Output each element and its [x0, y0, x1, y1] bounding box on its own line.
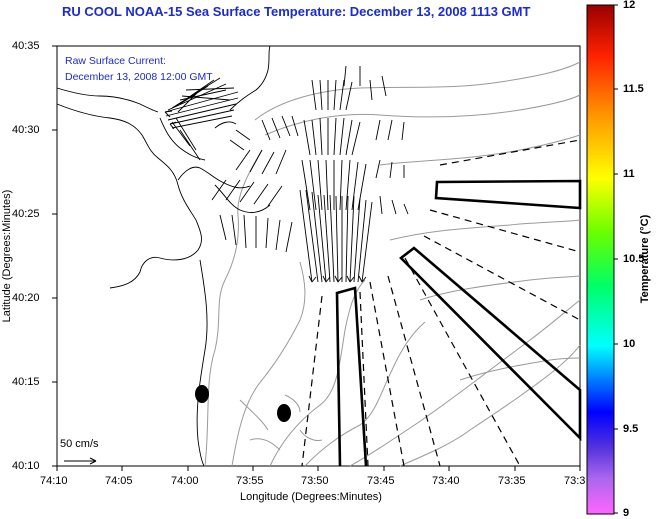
y-tick-label: 40:15 [12, 376, 40, 388]
chart-title: RU COOL NOAA-15 Sea Surface Temperature:… [62, 4, 531, 19]
colorbar [586, 4, 615, 515]
scale-arrow [64, 457, 97, 465]
solid-outline-shapes [335, 179, 582, 467]
x-tick-label: 74:05 [105, 475, 133, 487]
surface-current-vectors [164, 65, 409, 283]
radial-dashed-lines [301, 139, 581, 467]
colorbar-tick-label: 10.5 [623, 253, 645, 265]
scale-label: 50 cm/s [60, 438, 99, 450]
bathymetry-contours [204, 61, 581, 467]
colorbar-tick-label: 11.5 [623, 83, 644, 95]
x-axis-label: Longitude (Degrees:Minutes) [240, 491, 382, 503]
colorbar-label: Temperature (°C) [639, 214, 651, 304]
current-label-line1: Raw Surface Current: [65, 55, 166, 67]
colorbar-tick-label: 10 [623, 338, 636, 350]
plot-area [56, 45, 581, 467]
y-tick-label: 40:30 [12, 124, 40, 136]
x-tick-label: 74:00 [171, 475, 199, 487]
colorbar-tick-label: 11 [623, 168, 635, 180]
x-tick-label: 73:3 [564, 475, 586, 487]
colorbar-tick-label: 9.5 [623, 423, 639, 435]
x-tick-label: 73:50 [301, 475, 329, 487]
x-tick-label: 73:40 [432, 475, 460, 487]
colorbar-ticks [614, 4, 618, 514]
y-tick-label: 40:25 [12, 208, 40, 220]
y-tick-label: 40:20 [12, 292, 40, 304]
colorbar-tick-label: 9 [623, 507, 630, 519]
coastline [56, 45, 271, 467]
x-tick-label: 73:55 [236, 475, 264, 487]
y-axis-label: Latitude (Degrees:Minutes) [1, 189, 13, 323]
x-tick-label: 73:35 [498, 475, 526, 487]
y-tick-label: 40:10 [12, 460, 40, 472]
current-label-line2: December 13, 2008 12:00 GMT [65, 71, 213, 83]
axis-ticks [52, 45, 581, 471]
x-tick-label: 74:10 [40, 475, 68, 487]
marker-dot [195, 385, 209, 403]
x-tick-label: 73:45 [367, 475, 395, 487]
colorbar-tick-label: 12 [623, 0, 636, 11]
marker-dot [277, 404, 291, 422]
y-tick-label: 40:35 [12, 40, 40, 52]
